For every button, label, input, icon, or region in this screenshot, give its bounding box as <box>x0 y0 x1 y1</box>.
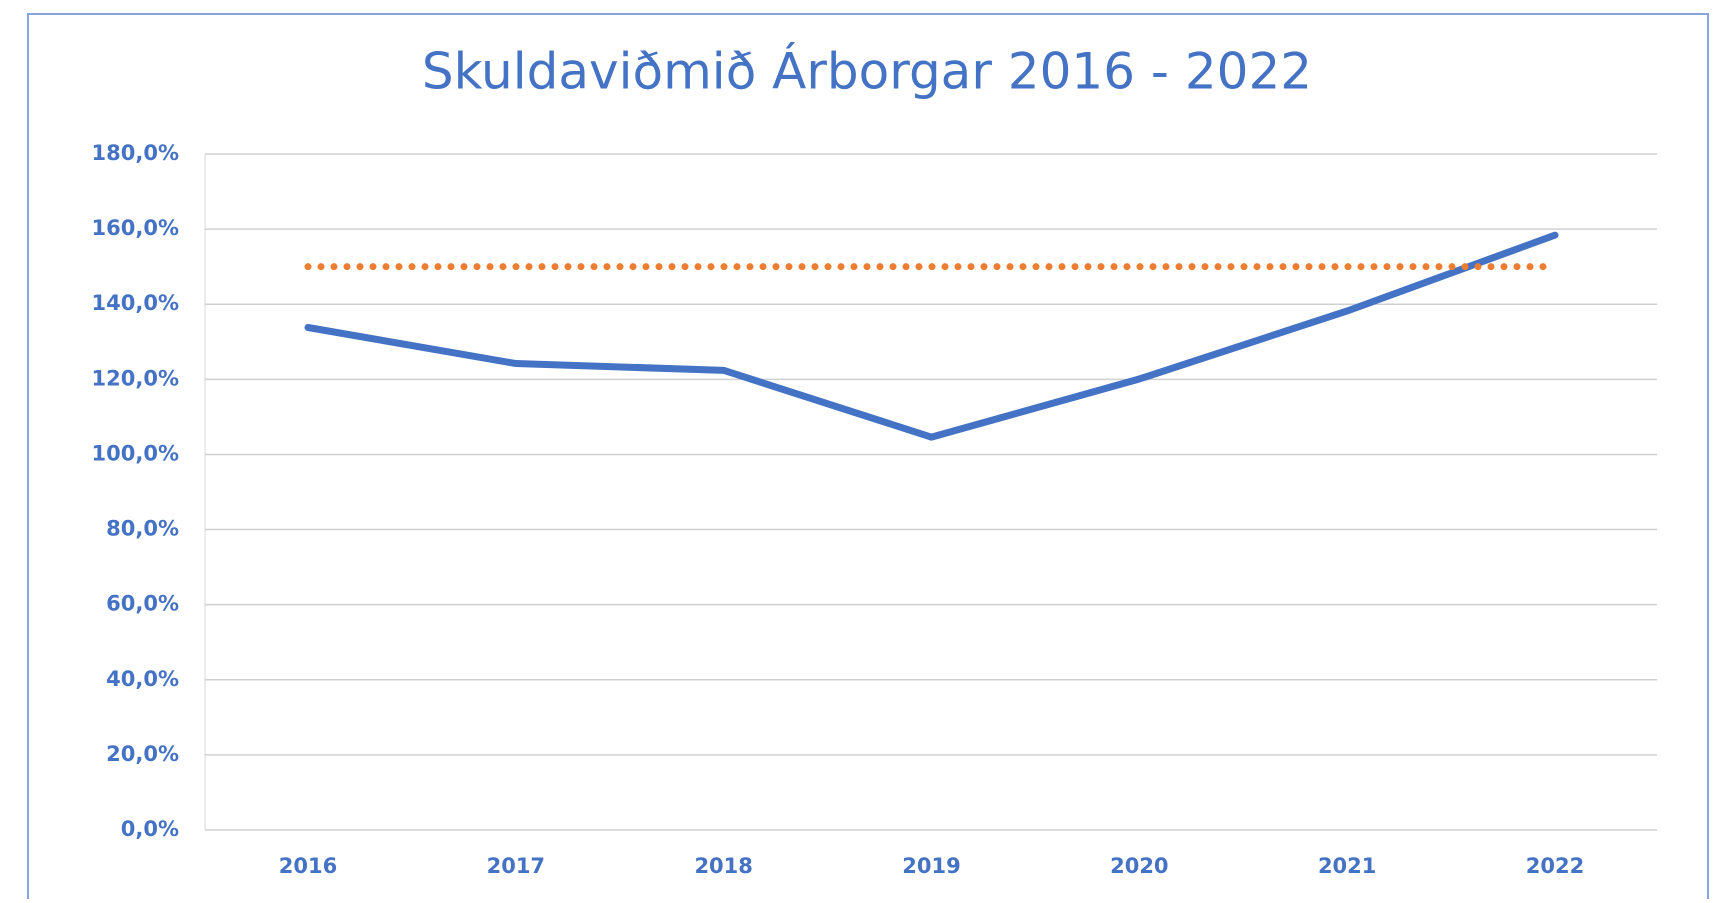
x-tick-label: 2019 <box>902 854 960 878</box>
y-tick-label: 20,0% <box>106 742 179 766</box>
y-tick-label: 100,0% <box>92 441 179 465</box>
y-tick-label: 0,0% <box>121 817 179 841</box>
y-tick-label: 80,0% <box>106 517 179 541</box>
x-tick-label: 2017 <box>487 854 545 878</box>
x-tick-label: 2018 <box>694 854 752 878</box>
x-tick-label: 2022 <box>1526 854 1584 878</box>
line-series <box>304 231 1559 441</box>
y-tick-label: 140,0% <box>92 291 179 315</box>
y-tick-label: 60,0% <box>106 592 179 616</box>
y-tick-label: 40,0% <box>106 667 179 691</box>
y-tick-label: 120,0% <box>92 366 179 390</box>
y-tick-label: 160,0% <box>92 216 179 240</box>
x-tick-label: 2020 <box>1110 854 1168 878</box>
x-tick-label: 2016 <box>279 854 337 878</box>
x-tick-label: 2021 <box>1318 854 1376 878</box>
y-tick-label: 180,0% <box>92 141 179 165</box>
chart-title: Skuldaviðmið Árborgar 2016 - 2022 <box>422 42 1312 101</box>
chart-frame <box>27 13 1709 903</box>
